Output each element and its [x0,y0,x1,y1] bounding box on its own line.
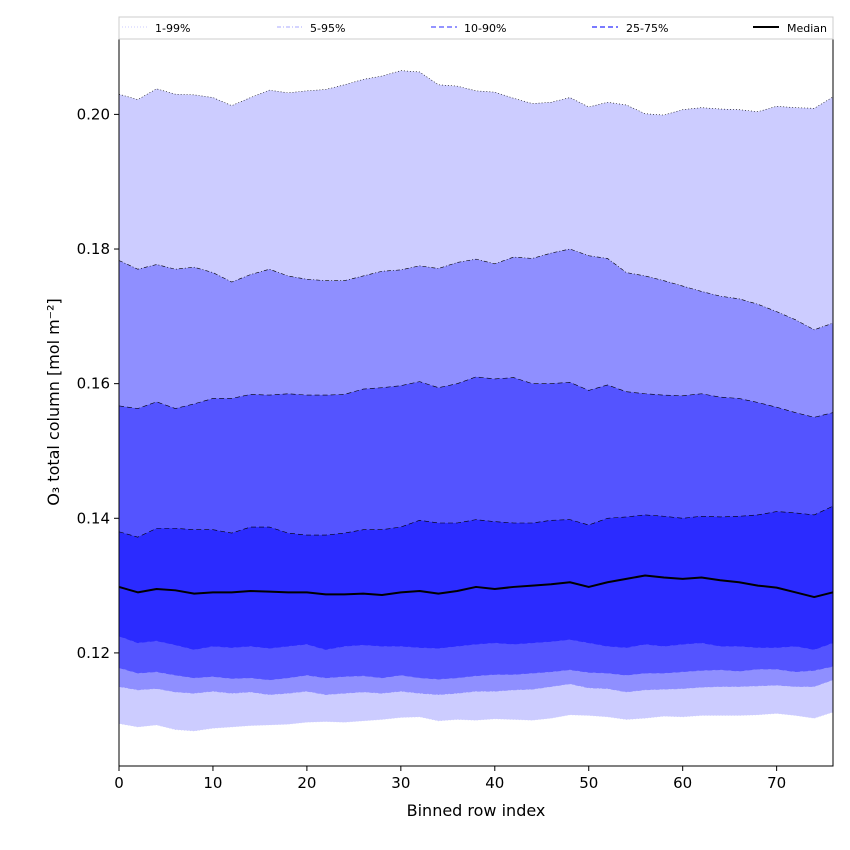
y-axis: 0.12 0.14 0.16 0.18 0.20 [77,105,119,662]
band-25-75 [119,506,833,650]
bands-layer [118,70,834,732]
band-upper-edge-5-95 [118,248,834,331]
x-tick-label: 0 [114,774,124,792]
x-tick-label: 50 [579,774,598,792]
x-axis-label: Binned row index [407,801,546,820]
legend-label: 25-75% [626,22,668,35]
y-tick-label: 0.20 [77,105,110,123]
x-tick-label: 60 [673,774,692,792]
y-tick-label: 0.12 [77,644,110,662]
band-lower-edge-25-75 [118,635,834,650]
median-line [118,574,834,599]
legend-label: 5-95% [310,22,345,35]
x-tick-label: 20 [297,774,316,792]
y-tick-label: 0.14 [77,509,110,527]
legend-label: Median [787,22,827,35]
band-lower-edge-5-95 [118,679,834,695]
x-tick-label: 70 [767,774,786,792]
legend-frame [118,16,834,40]
band-lower-edge-10-90 [118,666,834,681]
legend: 1-99% 5-95% 10-90% 25-75% Median [118,16,834,40]
legend-label: 10-90% [464,22,506,35]
x-tick-label: 30 [391,774,410,792]
x-axis: 0 10 20 30 40 50 60 70 [114,766,786,792]
y-tick-label: 0.16 [77,375,110,393]
band-upper-edge-25-75 [118,505,834,538]
y-axis-label: O₃ total column [mol m⁻²] [44,298,63,506]
legend-label: 1-99% [155,22,190,35]
band-lower-edge-1-99 [118,711,834,732]
y-tick-label: 0.18 [77,240,110,258]
x-tick-label: 40 [485,774,504,792]
median-layer [118,574,834,599]
x-tick-label: 10 [203,774,222,792]
band-upper-edge-10-90 [118,376,834,418]
